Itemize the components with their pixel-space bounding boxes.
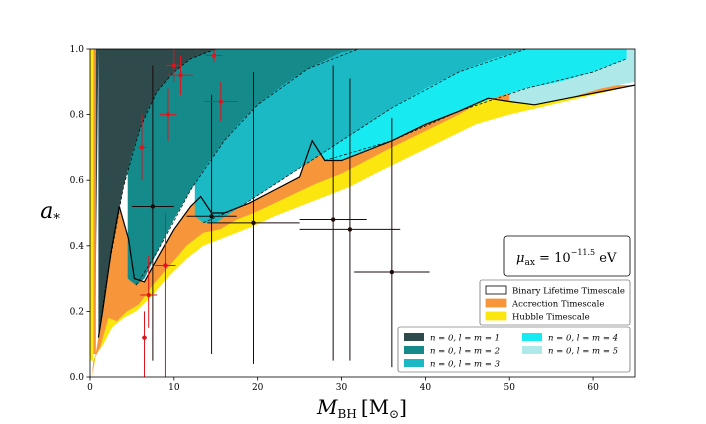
red-data-point-1-marker — [142, 335, 147, 340]
x-tick-label-30: 30 — [336, 383, 348, 393]
red-data-point-2-marker — [146, 292, 151, 298]
black-data-point-1 — [131, 65, 174, 361]
dashed-boundary-2 — [135, 49, 359, 286]
y-tick-label-0.0: 0.0 — [70, 373, 85, 383]
timescale-legend-swatch-3 — [485, 311, 507, 321]
timescale-legend-swatch-1 — [485, 285, 507, 295]
solid-envelope-line — [97, 84, 635, 338]
x-tick-label-40: 40 — [420, 383, 432, 393]
black-data-point-6 — [354, 117, 430, 368]
x-axis-title: MBH [M⊙] — [316, 395, 407, 421]
x-tick-label-10: 10 — [168, 383, 180, 393]
mu-annotation-text: μax = 10−11.5 eV — [516, 248, 617, 268]
x-tick-label-20: 20 — [252, 383, 264, 393]
red-data-point-6 — [165, 49, 183, 82]
black-data-point-2-marker — [209, 214, 214, 219]
x-tick-label-0: 0 — [87, 383, 93, 393]
red-data-point-4 — [137, 114, 147, 181]
plot-area — [90, 49, 635, 377]
timescale-legend: Binary Lifetime Timescale Accrection Time… — [479, 279, 631, 326]
mode-band-lm1 — [95, 49, 216, 345]
black-data-point-2 — [186, 94, 237, 355]
mode-legend-label-4: n = 0, l = m = 4 — [548, 334, 618, 344]
mode-legend-swatch-5 — [522, 346, 542, 354]
mode-legend-swatch-2 — [404, 346, 424, 354]
mode-legend-label-5: n = 0, l = m = 5 — [548, 347, 618, 357]
x-tick-label-50: 50 — [504, 383, 516, 393]
red-data-point-3-marker — [163, 263, 168, 268]
mode-legend: n = 0, l = m = 1 n = 0, l = m = 2 n = 0, l… — [397, 326, 631, 373]
mu-annotation-box: μax = 10−11.5 eV — [503, 235, 631, 277]
mode-legend-label-2: n = 0, l = m = 2 — [430, 347, 500, 357]
black-data-point-3 — [207, 71, 300, 364]
y-tick-label-0.6: 0.6 — [70, 176, 85, 186]
left-hubble-strip — [90, 49, 94, 361]
y-tick-label-0.2: 0.2 — [70, 307, 84, 317]
mode-legend-swatch-4 — [522, 333, 542, 341]
mode-legend-label-3: n = 0, l = m = 3 — [430, 360, 500, 370]
red-data-point-5-marker — [165, 112, 171, 117]
mode-legend-swatch-1 — [404, 333, 424, 341]
timescale-legend-swatch-2 — [485, 298, 507, 308]
red-data-point-2 — [140, 255, 158, 328]
mode-band-lm3 — [194, 49, 527, 223]
y-tick-label-1.0: 1.0 — [70, 45, 85, 55]
black-data-point-5-marker — [347, 227, 353, 232]
accretion-timescale-region — [91, 85, 635, 377]
red-data-point-3 — [155, 213, 176, 377]
red-data-point-6-marker — [171, 63, 177, 68]
red-data-point-1 — [141, 311, 148, 377]
black-data-point-3-marker — [251, 220, 256, 226]
mode-band-lm2 — [127, 49, 359, 286]
red-data-point-8-marker — [211, 53, 217, 58]
red-data-point-4-marker — [139, 145, 145, 150]
red-data-point-5 — [159, 88, 177, 141]
mode-legend-swatch-3 — [404, 359, 424, 367]
black-data-point-1-marker — [150, 204, 156, 209]
timescale-legend-label-1: Binary Lifetime Timescale — [512, 287, 625, 297]
black-data-point-5 — [299, 78, 401, 361]
timescale-legend-label-2: Accrection Timescale — [511, 300, 604, 310]
y-tick-label-0.8: 0.8 — [70, 111, 85, 121]
black-data-point-4-marker — [330, 217, 336, 222]
mode-legend-label-1: n = 0, l = m = 1 — [430, 334, 500, 344]
red-data-point-8 — [205, 49, 223, 63]
x-tick-label-60: 60 — [587, 383, 599, 393]
timescale-legend-label-3: Hubble Timescale — [512, 313, 590, 323]
red-data-point-9-marker — [218, 99, 223, 104]
red-data-point-9 — [204, 81, 238, 122]
red-data-point-7 — [167, 55, 194, 95]
black-data-point-6-marker — [389, 269, 395, 275]
y-tick-label-0.4: 0.4 — [70, 242, 85, 252]
plot-frame — [89, 48, 636, 378]
y-axis-title: a* — [40, 199, 60, 227]
black-data-point-4 — [299, 65, 367, 361]
left-accretion-strip — [93, 49, 96, 355]
red-data-point-7-marker — [178, 73, 183, 78]
